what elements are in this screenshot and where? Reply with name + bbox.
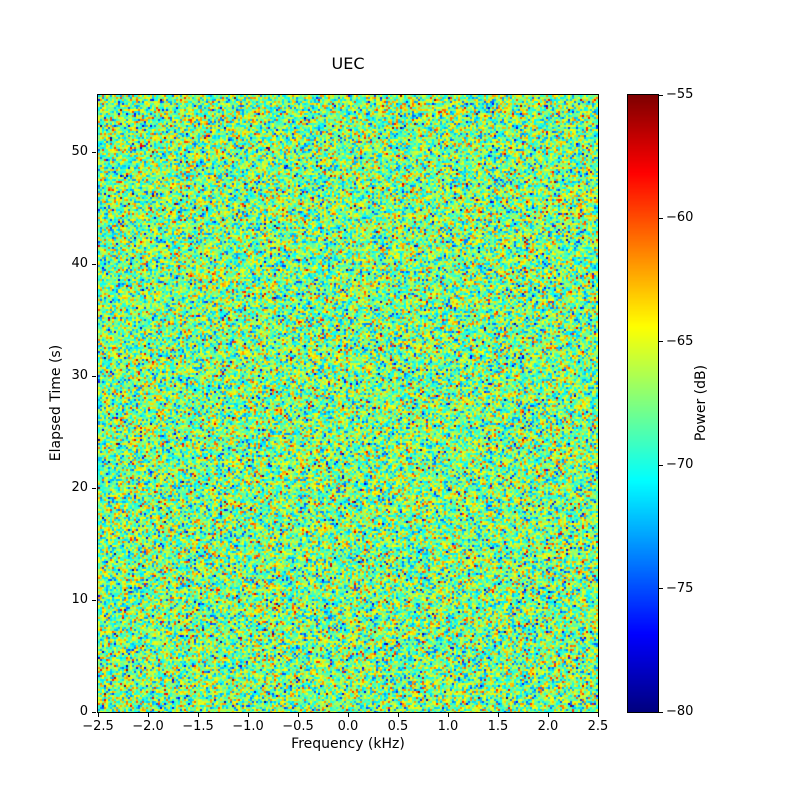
colorbar-tick [659,94,663,96]
y-axis-label: Elapsed Time (s) [48,344,64,462]
colorbar-tick [659,588,663,590]
y-tick-label: 20 [71,480,88,496]
x-tick [547,713,549,717]
x-tick [97,713,99,717]
x-tick [497,713,499,717]
x-tick [447,713,449,717]
spectrogram-canvas [98,95,598,712]
y-tick [92,599,96,601]
y-tick [92,151,96,153]
x-tick [297,713,299,717]
x-axis-label: Frequency (kHz) [291,736,405,752]
colorbar-tick [659,464,663,466]
y-tick-label: 10 [71,592,88,608]
x-tick [247,713,249,717]
colorbar-tick-label: −80 [666,704,694,719]
x-tick-label: 1.5 [487,719,509,734]
x-tick-label: 2.0 [537,719,559,734]
colorbar-tick-label: −70 [666,457,694,473]
x-tick-label: 1.0 [437,719,459,734]
colorbar-tick-label: −55 [666,87,694,102]
colorbar-canvas [628,95,658,712]
chart-title: UEC [331,54,365,73]
colorbar-tick [659,341,663,343]
x-tick-label: −0.5 [282,719,314,734]
x-tick [197,713,199,717]
spectrogram-plot-area [97,94,599,713]
x-tick [397,713,399,717]
x-tick-label: −1.5 [182,719,214,734]
x-tick-label: 0.5 [387,719,409,734]
y-tick-label: 40 [71,256,88,272]
y-tick-label: 0 [79,704,88,719]
y-tick [92,263,96,265]
x-tick-label: 0.0 [337,719,359,734]
x-tick [347,713,349,717]
colorbar [627,94,659,713]
colorbar-label: Power (dB) [693,364,709,442]
colorbar-tick [659,711,663,713]
y-tick [92,711,96,713]
colorbar-tick-label: −75 [666,580,694,596]
x-tick-label: −1.0 [232,719,264,734]
y-tick-label: 50 [71,144,88,160]
colorbar-tick-label: −65 [666,333,694,349]
x-tick-label: −2.5 [82,719,114,734]
y-tick [92,487,96,489]
colorbar-tick-label: −60 [666,210,694,226]
colorbar-tick [659,217,663,219]
y-tick [92,375,96,377]
x-tick-label: −2.0 [132,719,164,734]
y-tick-label: 30 [71,368,88,384]
x-tick [597,713,599,717]
x-tick [147,713,149,717]
x-tick-label: 2.5 [587,719,609,734]
